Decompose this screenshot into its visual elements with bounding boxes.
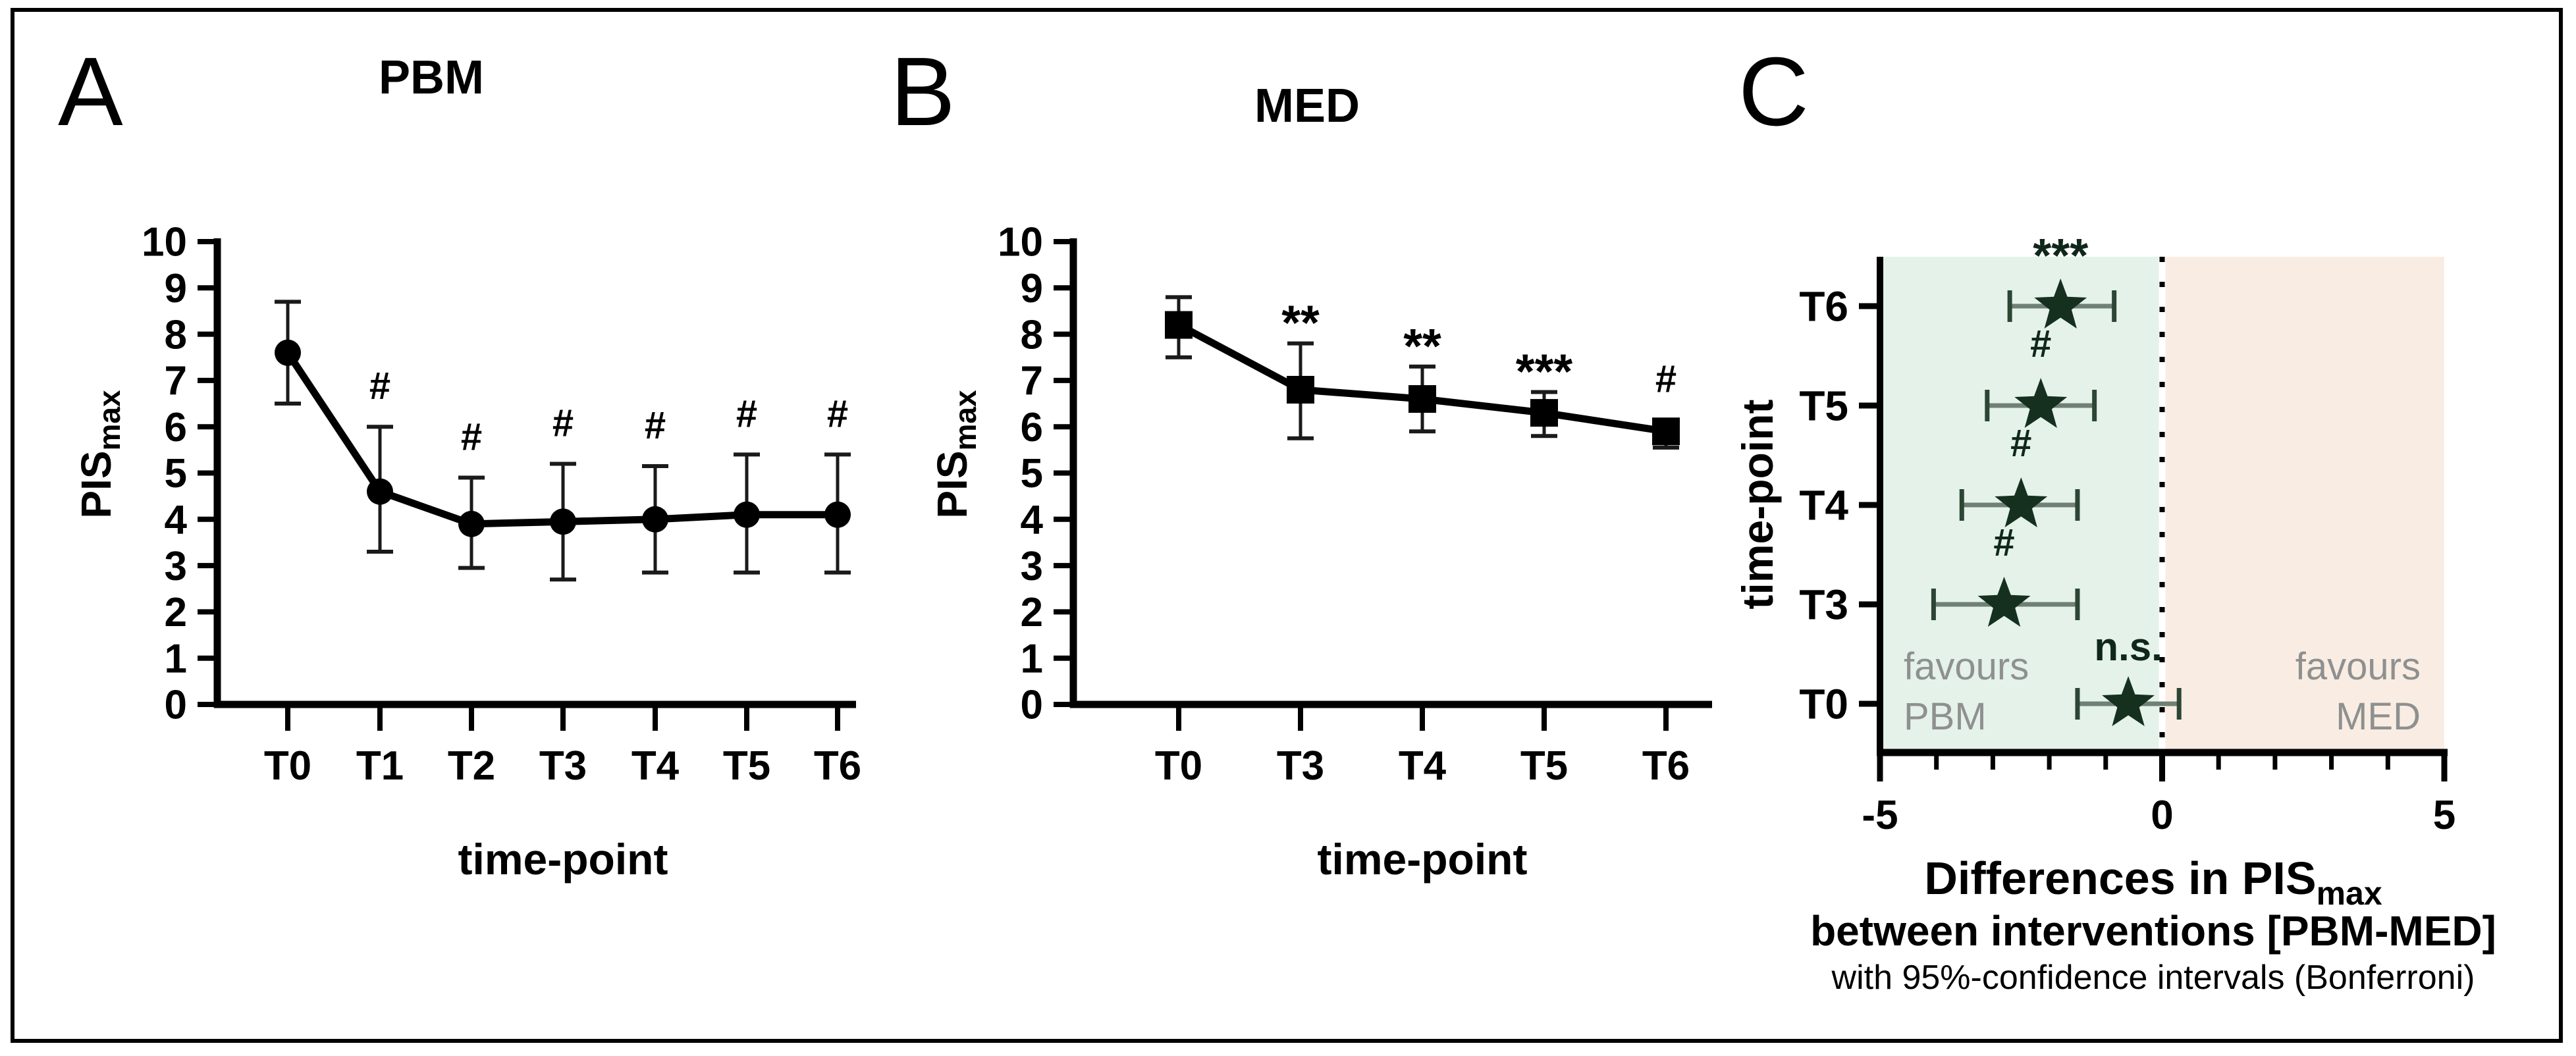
data-point-star xyxy=(1977,577,2031,627)
y-tick-label: 7 xyxy=(165,359,187,404)
data-point xyxy=(1165,311,1193,339)
y-tick-label: 2 xyxy=(165,590,187,635)
x-tick-label: T2 xyxy=(448,743,495,789)
y-tick-label: T5 xyxy=(1799,382,1848,429)
y-tick-label: 8 xyxy=(165,312,187,357)
y-tick-label: 5 xyxy=(1021,451,1043,496)
y-tick-label: 3 xyxy=(1021,544,1043,589)
data-point xyxy=(824,501,851,528)
significance-label: *** xyxy=(2033,230,2088,282)
y-axis-title: PISmax xyxy=(928,390,982,519)
data-point xyxy=(734,501,760,528)
data-point-star xyxy=(2102,676,2155,726)
panel-b-letter: B xyxy=(890,38,955,146)
y-tick-label: T3 xyxy=(1799,581,1848,628)
figure-border xyxy=(11,8,2563,1043)
significance-label: # xyxy=(736,392,757,435)
y-tick-label: 5 xyxy=(165,451,187,496)
x-tick-label: T4 xyxy=(1399,743,1447,789)
x-tick-label: T1 xyxy=(356,743,404,789)
y-tick-label: T6 xyxy=(1799,282,1848,330)
x-tick-label: T3 xyxy=(1277,743,1324,789)
x-axis-title-line1: Differences in PISmax xyxy=(1924,853,2382,912)
data-point xyxy=(458,510,485,537)
data-point xyxy=(1409,385,1436,413)
significance-label: # xyxy=(1993,521,2014,564)
y-tick-label: 10 xyxy=(142,220,187,265)
x-tick-label: T6 xyxy=(814,743,861,789)
data-point-star xyxy=(2034,278,2087,329)
favours-pbm-label: PBM xyxy=(1904,695,1987,738)
significance-label: # xyxy=(552,402,574,444)
significance-label: *** xyxy=(1516,344,1573,398)
y-tick-label: 3 xyxy=(165,544,187,589)
data-point-star xyxy=(2014,378,2068,428)
significance-label: # xyxy=(1655,358,1677,401)
x-tick-label: 5 xyxy=(2433,793,2455,838)
y-tick-label: 10 xyxy=(998,220,1043,265)
panel-title: MED xyxy=(1254,80,1360,132)
data-point xyxy=(1652,417,1680,446)
y-tick-label: 1 xyxy=(1021,636,1043,681)
x-tick-label: T0 xyxy=(264,743,311,789)
x-tick-label: T6 xyxy=(1642,743,1690,789)
significance-label: # xyxy=(645,404,666,447)
x-axis-title-line3: with 95%-confidence intervals (Bonferron… xyxy=(1831,959,2475,997)
y-tick-label: 2 xyxy=(1021,590,1043,635)
favours-med-label: MED xyxy=(2336,695,2421,738)
x-axis-title: time-point xyxy=(1318,835,1528,884)
y-tick-label: 8 xyxy=(1021,312,1043,357)
data-point xyxy=(642,506,668,533)
x-tick-label: 0 xyxy=(2151,793,2173,838)
x-tick-label: T5 xyxy=(1520,743,1568,789)
data-point xyxy=(1287,375,1314,404)
data-point xyxy=(1530,399,1558,427)
x-tick-label: T3 xyxy=(539,743,587,789)
panel-diff: -5 0 5 T6 *** T5 # T4 # T3 # T0 n.s. favours PBM favour… xyxy=(1733,230,2496,997)
data-point xyxy=(367,478,393,505)
y-tick-label: 9 xyxy=(1021,266,1043,311)
panel-a-letter: A xyxy=(58,38,123,146)
y-axis-title: time-point xyxy=(1733,400,1782,610)
x-axis-title-line2: between interventions [PBM-MED] xyxy=(1810,907,2496,955)
y-tick-label: T0 xyxy=(1799,680,1848,727)
x-tick-label: T0 xyxy=(1155,743,1202,789)
significance-label: n.s. xyxy=(2094,625,2162,669)
x-tick-label: -5 xyxy=(1862,793,1898,838)
data-point-star xyxy=(1995,477,2048,527)
data-point xyxy=(275,339,301,366)
significance-label: ** xyxy=(1281,296,1320,350)
significance-label: # xyxy=(2030,323,2051,365)
y-tick-label: 9 xyxy=(165,266,187,311)
y-tick-label: 4 xyxy=(1021,498,1044,543)
y-tick-label: 1 xyxy=(165,636,187,681)
y-tick-label: 7 xyxy=(1021,359,1043,404)
significance-label: # xyxy=(2010,422,2031,465)
panel-title: PBM xyxy=(379,51,484,104)
panel-c-letter: C xyxy=(1738,38,1809,146)
y-tick-label: 0 xyxy=(1021,683,1043,728)
y-tick-label: 6 xyxy=(165,405,187,450)
y-tick-label: T4 xyxy=(1799,481,1848,529)
significance-label: ** xyxy=(1403,319,1441,373)
favours-pbm-label: favours xyxy=(1904,645,2029,688)
y-tick-label: 4 xyxy=(165,498,188,543)
x-tick-label: T4 xyxy=(631,743,680,789)
favours-med-label: favours xyxy=(2295,645,2421,688)
significance-label: # xyxy=(461,416,482,459)
y-tick-label: 6 xyxy=(1021,405,1043,450)
y-axis-title: PISmax xyxy=(72,390,126,519)
significance-label: # xyxy=(369,365,390,408)
data-point xyxy=(550,508,576,535)
favours-med-zone xyxy=(2165,257,2444,749)
significance-label: # xyxy=(827,392,848,435)
x-tick-label: T5 xyxy=(723,743,770,789)
x-axis-title: time-point xyxy=(458,835,668,884)
y-tick-label: 0 xyxy=(165,683,187,728)
